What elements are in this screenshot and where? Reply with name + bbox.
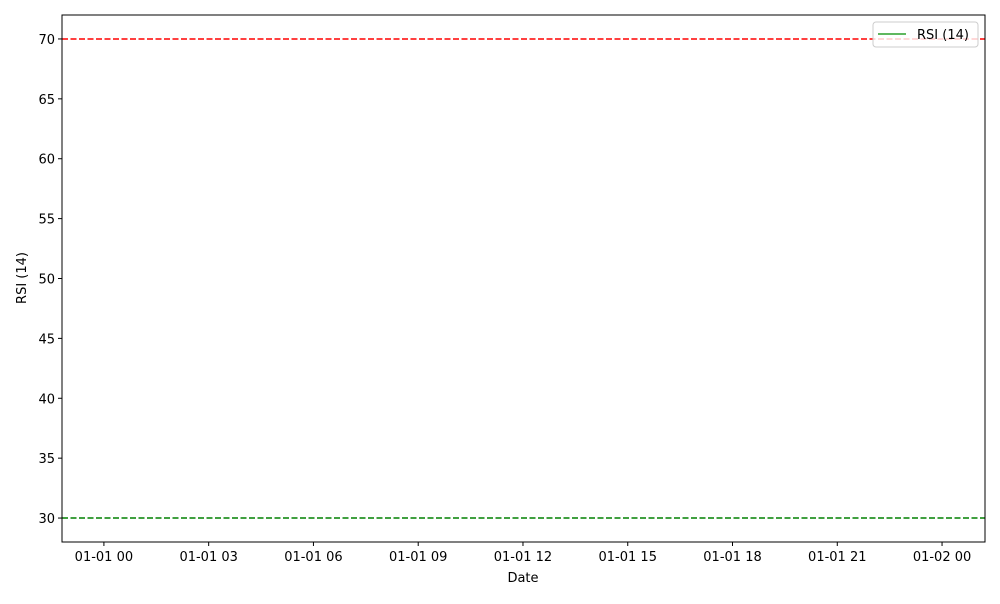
- x-axis-label: Date: [507, 571, 538, 586]
- y-tick-label: 30: [38, 512, 55, 527]
- x-tick-label: 01-01 09: [389, 550, 447, 565]
- y-tick-label: 65: [38, 93, 55, 108]
- plot-frame: [61, 14, 986, 543]
- legend-box: [872, 21, 979, 48]
- x-tick-label: 01-01 12: [494, 550, 552, 565]
- y-tick-label: 40: [38, 392, 55, 407]
- x-tick-label: 01-01 00: [75, 550, 133, 565]
- legend: RSI (14): [872, 21, 979, 48]
- y-tick-label: 70: [38, 33, 55, 48]
- y-tick-label: 35: [38, 452, 55, 467]
- x-tick-label: 01-01 21: [808, 550, 866, 565]
- x-tick-label: 01-01 03: [179, 550, 237, 565]
- x-tick-label: 01-02 00: [913, 550, 971, 565]
- y-axis-label: RSI (14): [15, 252, 30, 304]
- y-tick-label: 50: [38, 273, 55, 288]
- x-tick-label: 01-01 15: [599, 550, 657, 565]
- y-tick-label: 45: [38, 332, 55, 347]
- x-tick-label: 01-01 18: [703, 550, 761, 565]
- y-tick-label: 60: [38, 153, 55, 168]
- y-tick-label: 55: [38, 213, 55, 228]
- legend-label-rsi: RSI (14): [917, 28, 969, 43]
- x-tick-label: 01-01 06: [284, 550, 342, 565]
